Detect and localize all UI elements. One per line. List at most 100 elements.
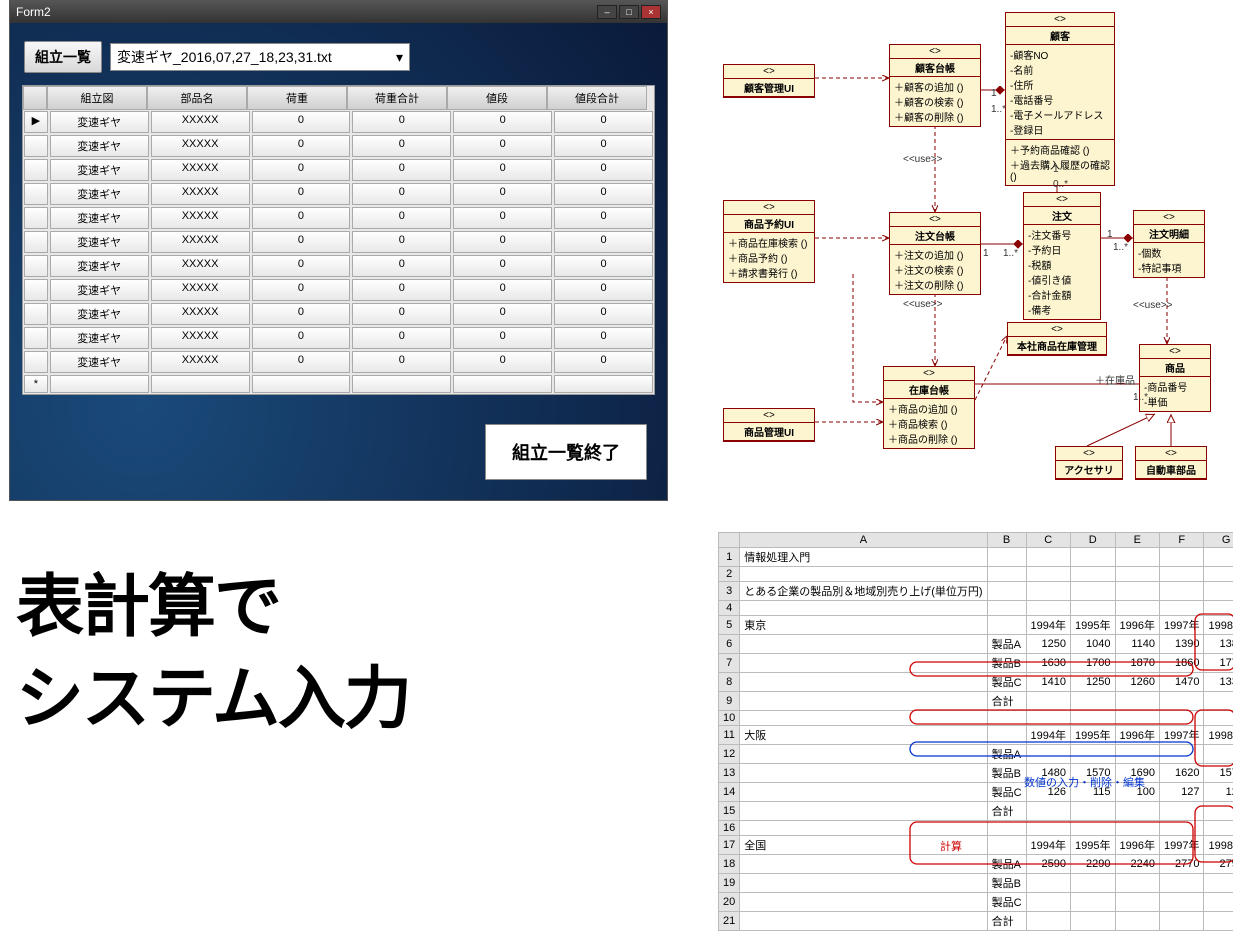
cell[interactable] bbox=[1026, 912, 1070, 931]
cell[interactable]: 1997年 bbox=[1159, 836, 1203, 855]
table-row[interactable]: 変速ギヤ XXXXX 0 0 0 0 bbox=[23, 206, 654, 230]
cell-price[interactable]: 0 bbox=[453, 279, 552, 301]
cell[interactable]: 1998年 bbox=[1204, 836, 1233, 855]
cell[interactable] bbox=[1026, 821, 1070, 836]
cell[interactable]: とある企業の製品別＆地域別売り上げ(単位万円) bbox=[740, 582, 987, 601]
cell-price[interactable]: 0 bbox=[453, 159, 552, 181]
cell[interactable]: 1140 bbox=[1115, 635, 1159, 654]
minimize-button[interactable]: – bbox=[597, 5, 617, 19]
col-header[interactable]: 値段合計 bbox=[547, 86, 647, 110]
sheet-row[interactable]: 20製品C bbox=[719, 893, 1233, 912]
cell-load-total[interactable]: 0 bbox=[352, 351, 451, 373]
cell[interactable] bbox=[1204, 912, 1233, 931]
cell-price-total[interactable]: 0 bbox=[554, 231, 653, 253]
cell[interactable] bbox=[1026, 548, 1070, 567]
cell[interactable] bbox=[740, 764, 987, 783]
cell-load-total[interactable]: 0 bbox=[352, 135, 451, 157]
cell[interactable]: 1994年 bbox=[1026, 616, 1070, 635]
cell[interactable] bbox=[1204, 893, 1233, 912]
cell-assembly[interactable]: 変速ギヤ bbox=[50, 303, 149, 325]
table-row[interactable]: 変速ギヤ XXXXX 0 0 0 0 bbox=[23, 158, 654, 182]
cell-assembly[interactable]: 変速ギヤ bbox=[50, 351, 149, 373]
cell[interactable]: 1996年 bbox=[1115, 616, 1159, 635]
sheet-row[interactable]: 12製品A bbox=[719, 745, 1233, 764]
cell-part[interactable]: XXXXX bbox=[151, 111, 250, 133]
cell[interactable] bbox=[1115, 821, 1159, 836]
cell-part[interactable]: XXXXX bbox=[151, 135, 250, 157]
cell[interactable]: 1996年 bbox=[1115, 836, 1159, 855]
cell[interactable]: 1260 bbox=[1115, 673, 1159, 692]
assembly-list-button[interactable]: 組立一覧 bbox=[24, 41, 102, 73]
cell-part[interactable]: XXXXX bbox=[151, 231, 250, 253]
cell[interactable] bbox=[1204, 601, 1233, 616]
col-header-B[interactable]: B bbox=[987, 533, 1026, 548]
cell-assembly[interactable]: 変速ギヤ bbox=[50, 279, 149, 301]
cell-price[interactable]: 0 bbox=[453, 207, 552, 229]
cell[interactable]: 情報処理入門 bbox=[740, 548, 987, 567]
sheet-row[interactable]: 14製品C126115100127128 bbox=[719, 783, 1233, 802]
cell[interactable] bbox=[987, 567, 1026, 582]
cell[interactable] bbox=[987, 836, 1026, 855]
close-list-button[interactable]: 組立一覧終了 bbox=[485, 424, 647, 480]
cell-price-total[interactable]: 0 bbox=[554, 111, 653, 133]
cell-price-total[interactable]: 0 bbox=[554, 255, 653, 277]
cell[interactable]: 1700 bbox=[1071, 654, 1115, 673]
sheet-row[interactable]: 7製品B16301700187018601770 bbox=[719, 654, 1233, 673]
file-combo[interactable]: 変速ギヤ_2016,07,27_18,23,31.txt ▾ bbox=[110, 43, 410, 71]
cell-price[interactable]: 0 bbox=[453, 231, 552, 253]
cell[interactable] bbox=[1204, 821, 1233, 836]
cell-load[interactable]: 0 bbox=[252, 303, 351, 325]
cell[interactable] bbox=[740, 711, 987, 726]
cell[interactable] bbox=[1204, 567, 1233, 582]
cell[interactable]: 1620 bbox=[1159, 764, 1203, 783]
cell[interactable]: 2790 bbox=[1204, 855, 1233, 874]
cell[interactable]: 製品A bbox=[987, 745, 1026, 764]
cell-part[interactable]: XXXXX bbox=[151, 159, 250, 181]
cell[interactable] bbox=[1026, 692, 1070, 711]
cell[interactable] bbox=[1204, 745, 1233, 764]
cell[interactable]: 1995年 bbox=[1071, 616, 1115, 635]
cell[interactable] bbox=[1159, 745, 1203, 764]
cell[interactable]: 1997年 bbox=[1159, 726, 1203, 745]
row-header[interactable]: 13 bbox=[719, 764, 740, 783]
cell[interactable]: 1998年 bbox=[1204, 726, 1233, 745]
row-header[interactable]: 20 bbox=[719, 893, 740, 912]
cell[interactable] bbox=[740, 874, 987, 893]
cell[interactable] bbox=[1204, 548, 1233, 567]
cell-part[interactable]: XXXXX bbox=[151, 279, 250, 301]
cell[interactable] bbox=[1026, 601, 1070, 616]
cell-load[interactable]: 0 bbox=[252, 135, 351, 157]
sheet-row[interactable]: 18製品A25902290224027702790 bbox=[719, 855, 1233, 874]
cell[interactable]: 1410 bbox=[1026, 673, 1070, 692]
cell-assembly[interactable]: 変速ギヤ bbox=[50, 231, 149, 253]
cell-price[interactable]: 0 bbox=[453, 303, 552, 325]
col-header-D[interactable]: D bbox=[1071, 533, 1115, 548]
cell[interactable] bbox=[1026, 567, 1070, 582]
row-selector[interactable] bbox=[24, 135, 48, 157]
cell[interactable]: 1040 bbox=[1071, 635, 1115, 654]
cell[interactable] bbox=[1026, 802, 1070, 821]
col-header[interactable]: 値段 bbox=[447, 86, 547, 110]
cell[interactable]: 1250 bbox=[1026, 635, 1070, 654]
cell[interactable] bbox=[1026, 893, 1070, 912]
row-header[interactable]: 10 bbox=[719, 711, 740, 726]
cell[interactable] bbox=[1204, 874, 1233, 893]
cell-load[interactable]: 0 bbox=[252, 207, 351, 229]
cell[interactable]: 1390 bbox=[1159, 635, 1203, 654]
spreadsheet-table[interactable]: ABCDEFGH1情報処理入門23とある企業の製品別＆地域別売り上げ(単位万円)… bbox=[718, 532, 1233, 931]
row-header[interactable]: 11 bbox=[719, 726, 740, 745]
cell-part[interactable]: XXXXX bbox=[151, 255, 250, 277]
cell[interactable] bbox=[1115, 692, 1159, 711]
cell[interactable] bbox=[1159, 582, 1203, 601]
cell-price-total[interactable]: 0 bbox=[554, 303, 653, 325]
cell[interactable] bbox=[740, 893, 987, 912]
cell[interactable] bbox=[987, 548, 1026, 567]
cell[interactable] bbox=[1071, 874, 1115, 893]
cell[interactable] bbox=[740, 567, 987, 582]
cell[interactable]: 1998年 bbox=[1204, 616, 1233, 635]
table-row[interactable]: 変速ギヤ XXXXX 0 0 0 0 bbox=[23, 182, 654, 206]
table-row[interactable]: 変速ギヤ XXXXX 0 0 0 0 bbox=[23, 326, 654, 350]
cell[interactable]: 1630 bbox=[1026, 654, 1070, 673]
sheet-row[interactable]: 13製品B14801570169016201570 bbox=[719, 764, 1233, 783]
row-header[interactable]: 9 bbox=[719, 692, 740, 711]
